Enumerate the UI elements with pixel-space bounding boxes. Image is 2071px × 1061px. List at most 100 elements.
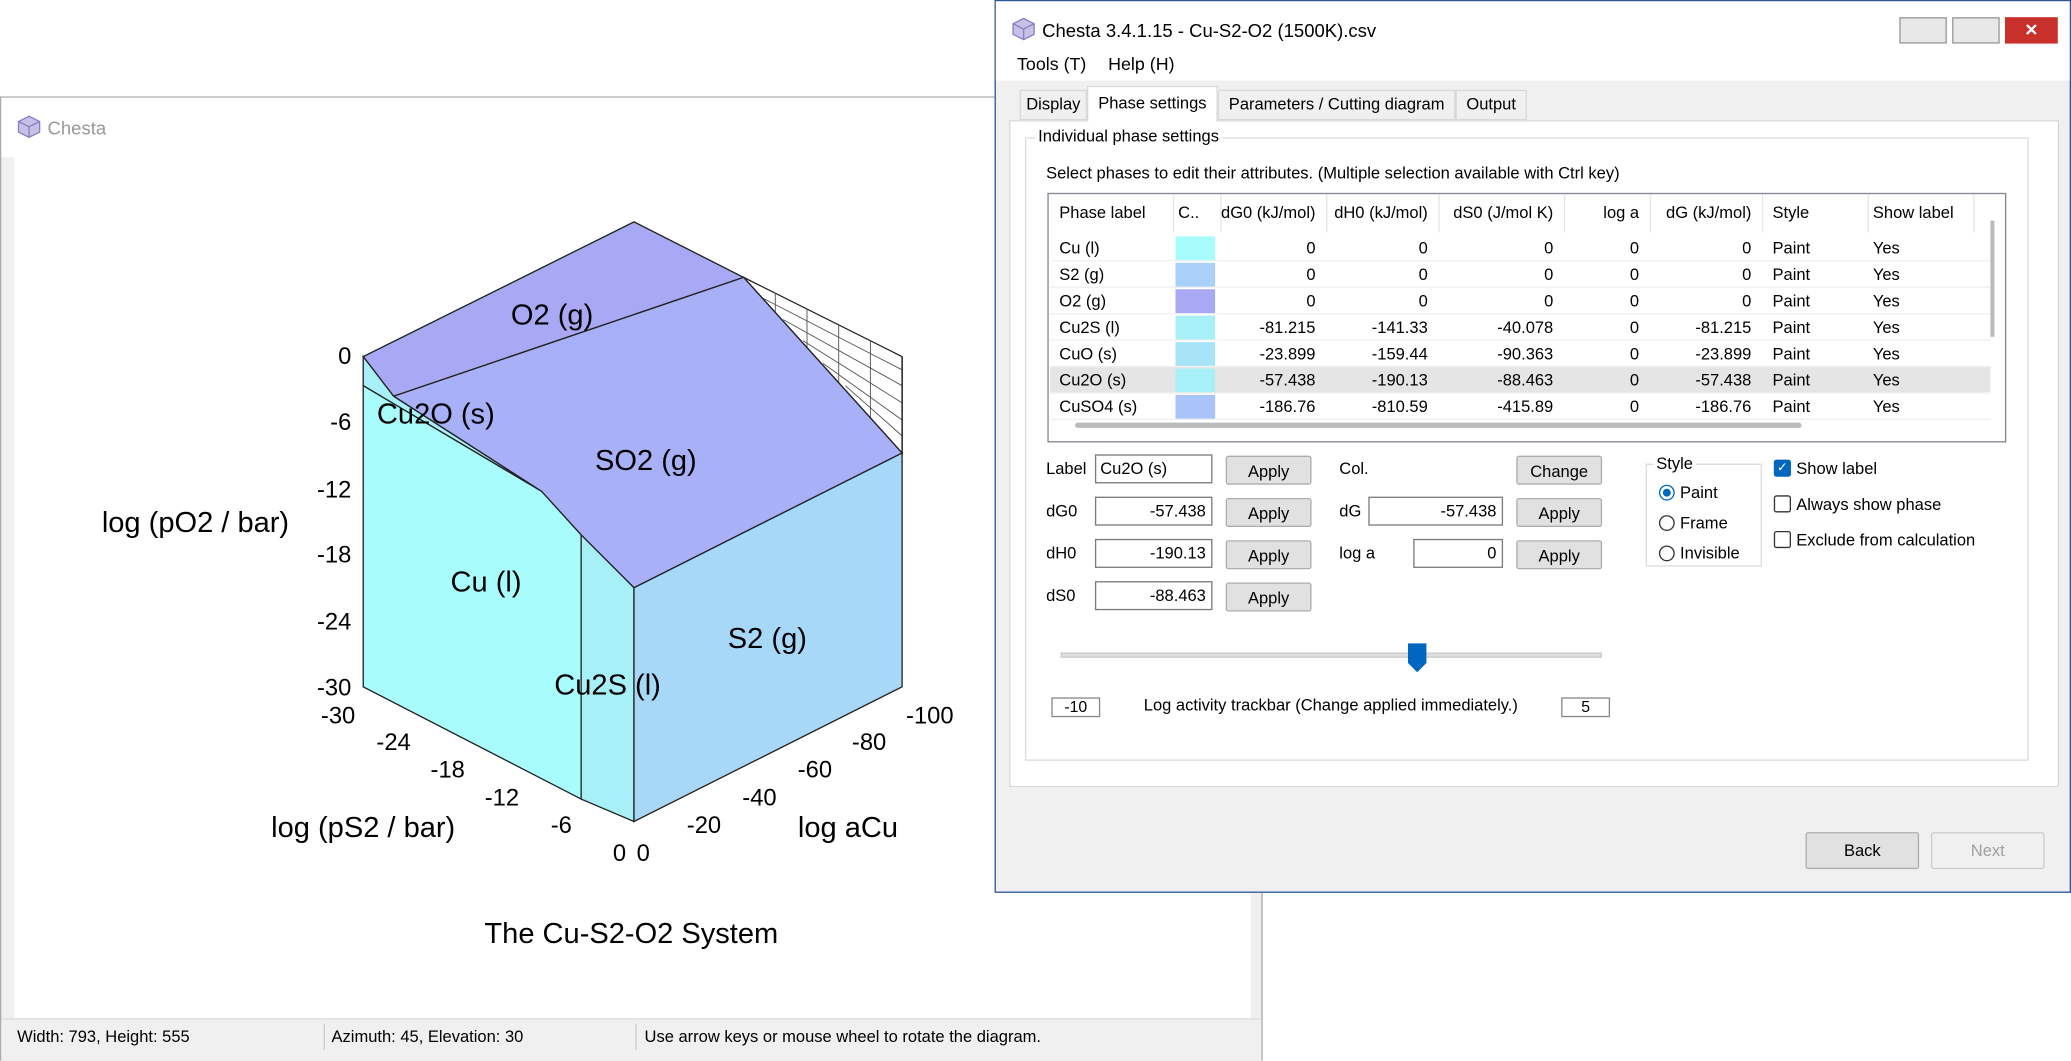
table-cell[interactable]: O2 (g) [1059,291,1107,311]
column-header[interactable]: Show label [1872,203,1954,222]
menu-item[interactable]: Tools (T) [1017,54,1087,74]
apply-button[interactable]: Apply [1516,497,1603,527]
table-cell[interactable]: -159.44 [1371,344,1428,364]
dg0-input[interactable]: -57.438 [1094,496,1213,526]
table-cell[interactable]: -57.438 [1695,371,1752,390]
table-cell[interactable]: Cu2O (s) [1059,371,1127,390]
h-scrollbar[interactable] [1075,422,1802,428]
table-cell[interactable]: 0 [1742,291,1752,311]
table-cell[interactable]: Yes [1872,265,1900,284]
table-cell[interactable]: Yes [1872,344,1900,364]
table-cell[interactable]: 0 [1306,291,1316,311]
checkbox-checked[interactable]: ✓ [1773,459,1791,477]
table-cell[interactable]: Yes [1872,239,1900,258]
table-cell[interactable]: -23.899 [1695,344,1752,364]
close-button[interactable]: ✕ [2004,17,2058,44]
tab[interactable]: Output [1455,89,1527,121]
table-cell[interactable]: -81.215 [1259,318,1316,337]
column-header[interactable]: C.. [1178,203,1200,222]
table-cell[interactable]: 0 [1418,265,1428,284]
apply-button[interactable]: Apply [1225,582,1312,612]
checkbox-label[interactable]: Show label [1796,459,1878,479]
change-button[interactable]: Change [1516,455,1603,485]
tab-active[interactable]: Phase settings [1087,85,1218,122]
table-cell[interactable]: 0 [1629,397,1640,417]
table-cell[interactable]: Yes [1872,371,1900,390]
menu-item[interactable]: Help (H) [1108,54,1175,74]
table-cell[interactable]: Paint [1772,371,1811,390]
dg-input[interactable]: -57.438 [1368,496,1504,526]
maximize-button[interactable] [1952,17,2000,44]
column-header[interactable]: dH0 (kJ/mol) [1334,203,1428,222]
loga-input[interactable]: 0 [1413,538,1504,568]
table-cell[interactable]: Cu (l) [1059,239,1100,258]
table-cell[interactable]: 0 [1742,265,1752,284]
table-cell[interactable]: Paint [1772,265,1811,284]
tab[interactable]: Parameters / Cutting diagram [1217,89,1456,121]
table-cell[interactable]: 0 [1306,265,1316,284]
radio-label[interactable]: Frame [1680,513,1728,533]
table-cell[interactable]: Paint [1772,291,1811,311]
column-header[interactable]: Style [1772,203,1810,222]
table-cell[interactable]: -40.078 [1497,318,1554,337]
table-cell[interactable]: 0 [1544,265,1554,284]
tab[interactable]: Display [1019,89,1088,121]
table-cell[interactable]: 0 [1544,291,1554,311]
table-cell[interactable]: 0 [1629,318,1640,337]
dh0-input[interactable]: -190.13 [1094,538,1213,568]
table-cell[interactable]: -186.76 [1695,397,1752,417]
radio-label[interactable]: Invisible [1680,544,1740,563]
radio[interactable] [1658,515,1675,531]
checkbox-label[interactable]: Exclude from calculation [1796,530,1976,550]
label-input[interactable]: Cu2O (s) [1094,454,1213,484]
table-cell[interactable]: 0 [1629,265,1640,284]
trackbar-thumb[interactable] [1407,643,1427,673]
radio[interactable] [1658,484,1675,501]
next-button[interactable]: Next [1930,832,2045,870]
column-header[interactable]: log a [1603,203,1640,222]
table-cell[interactable]: -415.89 [1497,397,1554,417]
table-cell[interactable]: -190.13 [1371,371,1428,390]
apply-button[interactable]: Apply [1225,497,1312,527]
table-cell[interactable]: Paint [1772,318,1811,337]
table-cell[interactable]: CuSO4 (s) [1059,397,1138,417]
table-cell[interactable]: Paint [1772,397,1811,417]
checkbox[interactable] [1773,495,1791,513]
table-cell[interactable]: 0 [1742,239,1752,258]
back-button[interactable]: Back [1805,832,1920,870]
radio[interactable] [1658,545,1675,562]
table-cell[interactable]: -88.463 [1497,371,1554,390]
table-cell[interactable]: -57.438 [1259,371,1316,390]
table-cell[interactable]: -23.899 [1259,344,1316,364]
table-cell[interactable]: S2 (g) [1059,265,1105,284]
table-cell[interactable]: -90.363 [1497,344,1554,364]
table-cell[interactable]: 0 [1629,239,1640,258]
table-cell[interactable]: Yes [1872,318,1900,337]
table-cell[interactable]: Paint [1772,344,1811,364]
table-cell[interactable]: 0 [1629,344,1640,364]
apply-button[interactable]: Apply [1225,455,1312,485]
table-cell[interactable]: Yes [1872,291,1900,311]
column-header[interactable]: dG0 (kJ/mol) [1221,203,1316,222]
table-cell[interactable]: CuO (s) [1059,344,1118,364]
column-header[interactable]: dG (kJ/mol) [1666,203,1752,222]
minimize-button[interactable] [1899,17,1947,44]
table-cell[interactable]: 0 [1418,291,1428,311]
table-cell[interactable]: Paint [1772,239,1811,258]
table-cell[interactable]: 0 [1306,239,1316,258]
checkbox-label[interactable]: Always show phase [1796,495,1942,514]
table-cell[interactable]: Cu2S (l) [1059,318,1120,337]
apply-button[interactable]: Apply [1516,540,1603,570]
table-cell[interactable]: -810.59 [1371,397,1428,417]
table-cell[interactable]: -186.76 [1259,397,1316,417]
table-cell[interactable]: Yes [1872,397,1900,417]
v-scrollbar[interactable] [1990,220,1995,337]
ds0-input[interactable]: -88.463 [1094,581,1213,611]
table-cell[interactable]: -81.215 [1695,318,1752,337]
trackbar[interactable] [1060,652,1603,658]
table-cell[interactable]: 0 [1544,239,1554,258]
table-cell[interactable]: -141.33 [1371,318,1428,337]
apply-button[interactable]: Apply [1225,540,1312,570]
table-cell[interactable]: 0 [1629,291,1640,311]
checkbox[interactable] [1773,530,1791,549]
